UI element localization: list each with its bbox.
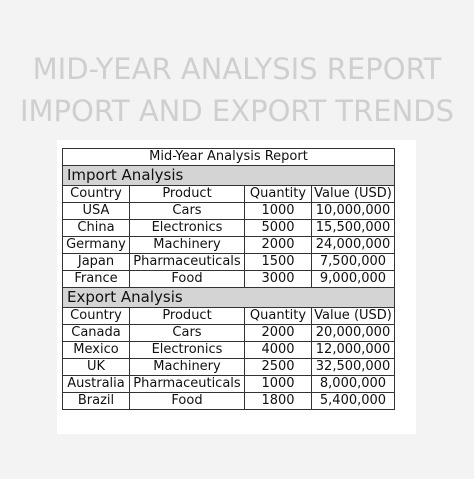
cell-product[interactable]: Cars (129, 202, 245, 220)
cell-country[interactable]: Japan (62, 253, 130, 271)
report-title-row: Mid-Year Analysis Report (62, 148, 395, 166)
cell-quantity[interactable]: 1800 (244, 392, 312, 410)
table-row: UK Machinery 2500 32,500,000 (62, 358, 395, 376)
export-section-row: Export Analysis (62, 287, 395, 308)
cell-quantity[interactable]: 2000 (244, 324, 312, 342)
cell-quantity[interactable]: 1000 (244, 202, 312, 220)
cell-quantity[interactable]: 5000 (244, 219, 312, 237)
column-header-quantity[interactable]: Quantity (244, 185, 312, 203)
table-row: Japan Pharmaceuticals 1500 7,500,000 (62, 253, 395, 271)
cell-country[interactable]: France (62, 270, 130, 288)
cell-value[interactable]: 24,000,000 (311, 236, 395, 254)
cell-product[interactable]: Pharmaceuticals (129, 253, 245, 271)
cell-quantity[interactable]: 1000 (244, 375, 312, 393)
heading-line-2: IMPORT AND EXPORT TRENDS (19, 94, 455, 128)
export-header-row: Country Product Quantity Value (USD) (62, 307, 395, 325)
cell-product[interactable]: Machinery (129, 236, 245, 254)
column-header-value[interactable]: Value (USD) (311, 307, 395, 325)
cell-country[interactable]: Germany (62, 236, 130, 254)
cell-product[interactable]: Pharmaceuticals (129, 375, 245, 393)
cell-value[interactable]: 10,000,000 (311, 202, 395, 220)
cell-country[interactable]: Mexico (62, 341, 130, 359)
import-section-label[interactable]: Import Analysis (62, 165, 395, 186)
cell-product[interactable]: Electronics (129, 219, 245, 237)
cell-country[interactable]: China (62, 219, 130, 237)
cell-product[interactable]: Machinery (129, 358, 245, 376)
table-row: France Food 3000 9,000,000 (62, 270, 395, 288)
cell-product[interactable]: Food (129, 392, 245, 410)
cell-country[interactable]: UK (62, 358, 130, 376)
cell-value[interactable]: 20,000,000 (311, 324, 395, 342)
table-row: China Electronics 5000 15,500,000 (62, 219, 395, 237)
cell-value[interactable]: 8,000,000 (311, 375, 395, 393)
import-section-row: Import Analysis (62, 165, 395, 186)
cell-country[interactable]: USA (62, 202, 130, 220)
cell-quantity[interactable]: 4000 (244, 341, 312, 359)
cell-value[interactable]: 5,400,000 (311, 392, 395, 410)
cell-value[interactable]: 32,500,000 (311, 358, 395, 376)
cell-product[interactable]: Food (129, 270, 245, 288)
column-header-country[interactable]: Country (62, 307, 130, 325)
cell-value[interactable]: 15,500,000 (311, 219, 395, 237)
page-heading: MID-YEAR ANALYSIS REPORT IMPORT AND EXPO… (0, 48, 474, 132)
report-title[interactable]: Mid-Year Analysis Report (62, 148, 395, 166)
cell-quantity[interactable]: 2000 (244, 236, 312, 254)
report-table: Mid-Year Analysis Report Import Analysis… (62, 148, 395, 410)
table-row: Australia Pharmaceuticals 1000 8,000,000 (62, 375, 395, 393)
cell-quantity[interactable]: 2500 (244, 358, 312, 376)
table-row: Canada Cars 2000 20,000,000 (62, 324, 395, 342)
column-header-product[interactable]: Product (129, 307, 245, 325)
cell-country[interactable]: Australia (62, 375, 130, 393)
cell-country[interactable]: Brazil (62, 392, 130, 410)
cell-value[interactable]: 7,500,000 (311, 253, 395, 271)
column-header-country[interactable]: Country (62, 185, 130, 203)
table-row: Germany Machinery 2000 24,000,000 (62, 236, 395, 254)
cell-product[interactable]: Electronics (129, 341, 245, 359)
table-row: Brazil Food 1800 5,400,000 (62, 392, 395, 410)
import-header-row: Country Product Quantity Value (USD) (62, 185, 395, 203)
cell-quantity[interactable]: 1500 (244, 253, 312, 271)
table-row: USA Cars 1000 10,000,000 (62, 202, 395, 220)
cell-quantity[interactable]: 3000 (244, 270, 312, 288)
heading-line-1: MID-YEAR ANALYSIS REPORT (32, 52, 442, 86)
cell-country[interactable]: Canada (62, 324, 130, 342)
export-section-label[interactable]: Export Analysis (62, 287, 395, 308)
cell-product[interactable]: Cars (129, 324, 245, 342)
cell-value[interactable]: 12,000,000 (311, 341, 395, 359)
cell-value[interactable]: 9,000,000 (311, 270, 395, 288)
table-row: Mexico Electronics 4000 12,000,000 (62, 341, 395, 359)
column-header-value[interactable]: Value (USD) (311, 185, 395, 203)
column-header-product[interactable]: Product (129, 185, 245, 203)
column-header-quantity[interactable]: Quantity (244, 307, 312, 325)
